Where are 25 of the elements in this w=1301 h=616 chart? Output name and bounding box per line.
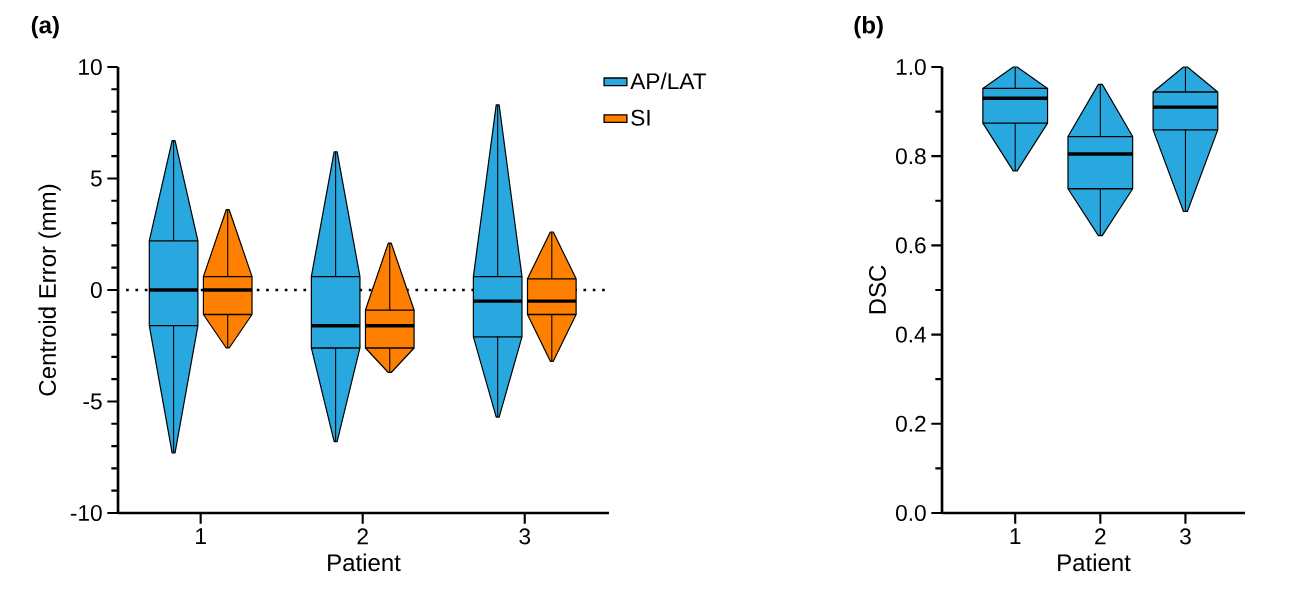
- x-tick-label: 3: [519, 528, 531, 545]
- y-tick-label: 0.0: [896, 504, 926, 522]
- x-tick-label: 1: [196, 528, 206, 544]
- y-tick-label: -5: [83, 393, 102, 410]
- x-axis-title: Patient: [328, 553, 401, 572]
- y-tick-label: 0.8: [896, 148, 926, 165]
- x-tick-label: 1: [1010, 528, 1021, 544]
- legend-label: AP/LAT: [630, 72, 707, 90]
- y-tick-label: 0.2: [896, 415, 926, 432]
- y-tick-label: -10: [70, 504, 102, 522]
- x-tick-label: 2: [357, 528, 368, 545]
- y-tick-label: 1.0: [896, 58, 926, 76]
- y-tick-label: 0.4: [896, 326, 926, 343]
- chart-title: (a): [31, 15, 59, 39]
- x-tick-label: 2: [1095, 528, 1106, 545]
- x-tick-label: 3: [1179, 528, 1191, 545]
- x-axis-title: Patient: [1058, 553, 1131, 572]
- y-axis-title: DSC: [868, 265, 886, 314]
- legend-label: SI: [631, 109, 650, 126]
- y-tick-label: 0.6: [896, 237, 926, 254]
- y-tick-label: 10: [79, 58, 102, 76]
- chart-title: (b): [854, 15, 883, 39]
- y-tick-label: 5: [90, 170, 102, 187]
- y-tick-label: 0: [90, 281, 102, 299]
- y-axis-title: Centroid Error (mm): [38, 184, 61, 396]
